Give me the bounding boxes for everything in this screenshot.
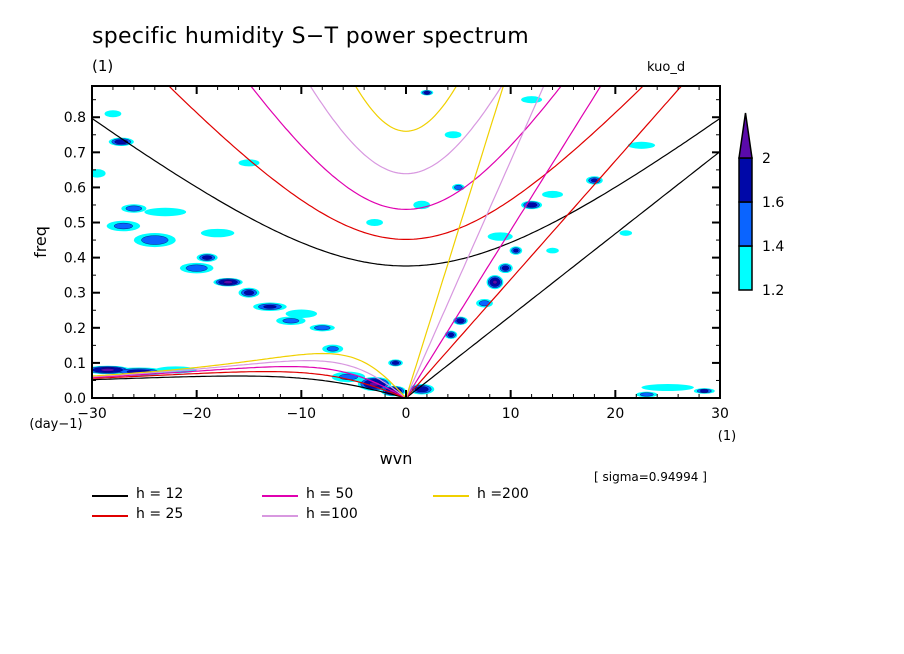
legend-swatch [262, 495, 298, 497]
colorbar-label: 1.6 [762, 195, 784, 211]
eig-curve-h100 [309, 86, 503, 175]
x-tick-label: 0 [402, 406, 411, 422]
legend-swatch [92, 495, 128, 497]
kelvin-curve-h100 [405, 86, 545, 398]
y-tick-label: 0.2 [64, 321, 86, 337]
dispersion-curves [92, 86, 720, 398]
contour-blob-level-1.6 [456, 318, 465, 324]
contour-field [92, 89, 715, 398]
legend-swatch [433, 495, 469, 497]
x-tick-label: 10 [502, 406, 520, 422]
colorbar-segment [738, 201, 753, 247]
legend-label: h = 50 [306, 486, 354, 502]
contour-blob-level-1.2 [627, 141, 656, 149]
contour-blob-level-2 [492, 280, 498, 285]
contour-blob-level-1.2 [366, 219, 383, 227]
kelvin-curve-h200 [405, 86, 504, 398]
contour-blob-level-1.2 [144, 207, 187, 217]
experiment-label: kuo_d [647, 60, 686, 75]
colorbar-segment [738, 157, 753, 203]
er-curve-h12 [92, 375, 407, 398]
contour-blob-level-1.2 [619, 230, 633, 236]
contour-blob-level-1.4 [639, 392, 654, 397]
x-tick-label: 20 [606, 406, 624, 422]
contour-blob-level-1.6 [513, 248, 519, 253]
er-curve-h25 [92, 371, 407, 398]
y-tick-label: 0.5 [64, 216, 86, 232]
x-tick-label: −20 [182, 406, 212, 422]
er-curve-h50 [92, 366, 407, 398]
kelvin-curve-h50 [405, 86, 602, 398]
contour-blob-level-1.2 [104, 110, 122, 118]
contour-blob-level-1.2 [542, 190, 563, 198]
contour-blob-level-1.6 [243, 290, 255, 296]
legend-swatch [262, 515, 298, 517]
colorbar: 1.2 1.4 1.6 2 [738, 112, 784, 299]
contour-blob-level-1.4 [125, 205, 143, 212]
chart-title: specific humidity S−T power spectrum [92, 24, 529, 49]
y-tick-label: 0.8 [64, 110, 86, 126]
colorbar-label: 1.2 [762, 283, 784, 299]
contour-blob-level-1.4 [454, 184, 463, 190]
contour-blob-level-1.4 [113, 222, 133, 230]
y-tick-label: 0.3 [64, 286, 86, 302]
contour-blob-level-1.2 [92, 169, 106, 178]
er-curve-h200 [92, 352, 407, 398]
contour-blob-level-1.6 [202, 255, 213, 260]
er-curve-h100 [92, 360, 407, 398]
legend-label: h = 12 [136, 486, 184, 502]
y-axis-label: freq [31, 226, 50, 258]
contour-blob-level-1.2 [444, 131, 462, 139]
colorbar-segment [738, 245, 753, 291]
contour-blob-level-1.6 [263, 304, 277, 309]
eig-curve-h200 [354, 86, 458, 132]
colorbar-extend-cap [738, 112, 753, 159]
contour-blob-level-1.6 [501, 265, 510, 271]
contour-blob-level-1.4 [185, 264, 208, 272]
y-axis-unit: (day−1) [29, 417, 82, 432]
contour-blob-level-1.2 [641, 383, 694, 391]
contour-blob-level-1.6 [700, 389, 709, 393]
kelvin-curve-h25 [405, 86, 683, 398]
eig-curve-h12 [92, 117, 720, 267]
colorbar-label: 1.4 [762, 239, 784, 255]
contour-blob-level-1.2 [546, 247, 559, 254]
legend-label: h = 25 [136, 506, 184, 522]
contour-blob-level-1.6 [391, 361, 400, 365]
contour-blob-level-1.4 [314, 325, 331, 331]
contour-blob-level-1.2 [285, 309, 318, 318]
y-tick-label: 0.0 [64, 391, 86, 407]
contour-blob-level-1.2 [200, 228, 235, 238]
eig-curve-h25 [167, 86, 645, 240]
legend-swatch [92, 515, 128, 517]
legend-label: h =200 [477, 486, 529, 502]
contour-blob-level-1.6 [447, 332, 455, 337]
contour-blob-level-2 [100, 368, 115, 372]
x-axis-unit: (1) [718, 429, 736, 444]
x-tick-label: −30 [77, 406, 107, 422]
y-tick-label: 0.7 [64, 145, 86, 161]
legend-label: h =100 [306, 506, 358, 522]
plot-frame [91, 85, 721, 399]
sigma-note: [ sigma=0.94994 ] [594, 470, 707, 484]
x-tick-label: 30 [711, 406, 729, 422]
contour-blob-level-1.4 [326, 346, 339, 352]
y-tick-label: 0.4 [64, 251, 86, 267]
chart-subtitle: (1) [92, 57, 114, 75]
axes: −30 −20 −10 0 10 20 30 0.0 0.1 0.2 0.3 0.4 0.5 0.6 0.7… [29, 85, 736, 468]
x-tick-label: −10 [287, 406, 317, 422]
contour-blob-level-1.6 [423, 90, 431, 95]
colorbar-label: 2 [762, 151, 771, 167]
y-tick-label: 0.6 [64, 180, 86, 196]
contour-blob-level-1.4 [282, 318, 300, 324]
contour-blob-level-1.4 [141, 235, 169, 245]
contour-blob-level-2 [223, 280, 233, 284]
contour-blob-level-1.2 [487, 232, 513, 241]
kelvin-curve-h12 [405, 151, 720, 398]
legend: h = 12 h = 25 h = 50 h =100 h =200 [92, 486, 572, 526]
y-tick-label: 0.1 [64, 356, 86, 372]
eig-curve-h50 [250, 86, 562, 211]
x-axis-label: wvn [380, 449, 413, 468]
